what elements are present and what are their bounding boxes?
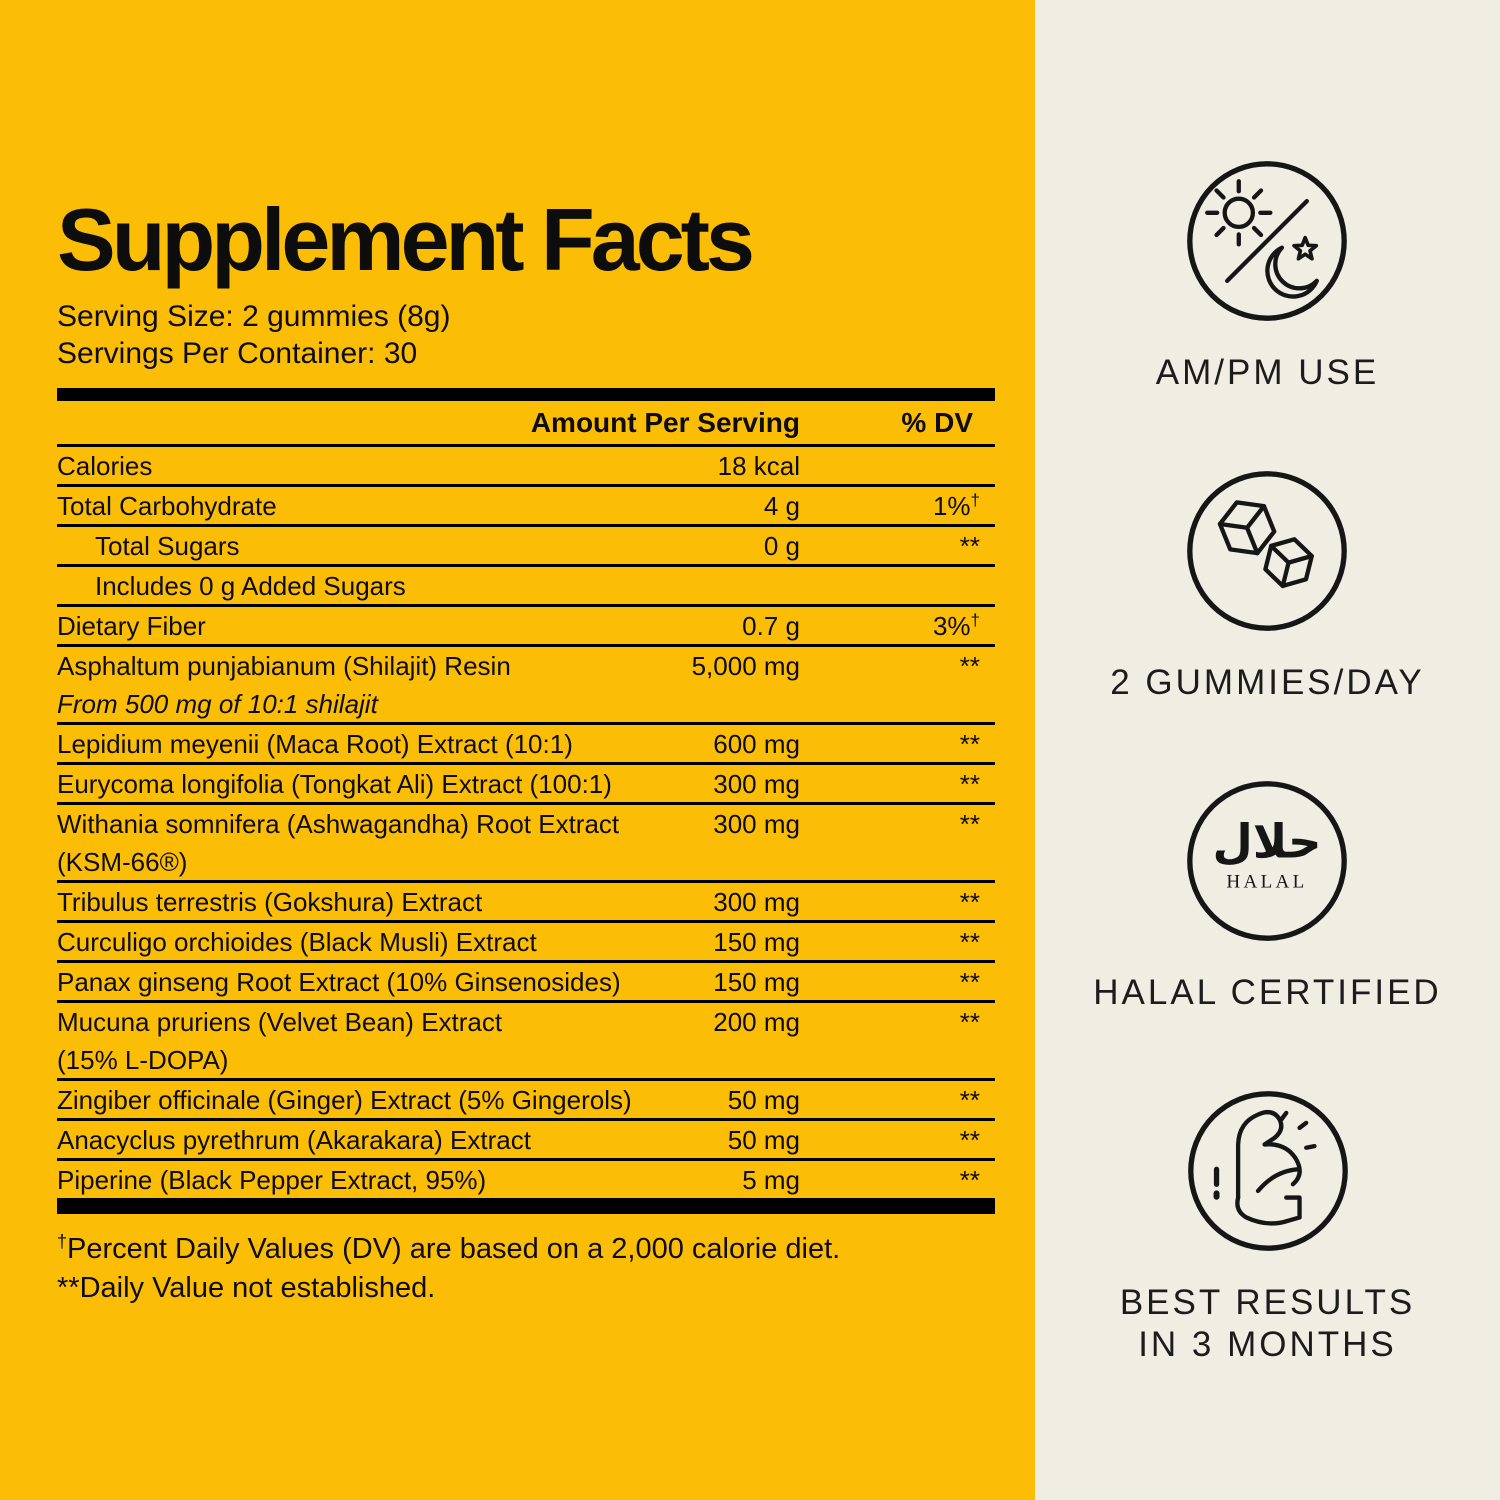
footnote-dv-text: Percent Daily Values (DV) are based on a… — [67, 1233, 841, 1265]
ingredient-name: Mucuna pruriens (Velvet Bean) Extract (15… — [57, 1007, 503, 1075]
ingredient-dv: ** — [959, 1125, 980, 1155]
table-header-row: Amount Per Serving % DV — [57, 401, 995, 447]
ingredient-amount: 300 mg — [713, 809, 800, 839]
ingredient-amount: 300 mg — [713, 769, 800, 799]
ingredient-amount: 0.7 g — [742, 611, 800, 641]
ingredient-amount: 0 g — [763, 531, 800, 561]
table-row: Withania somnifera (Ashwagandha) Root Ex… — [57, 805, 995, 883]
footnotes: †Percent Daily Values (DV) are based on … — [57, 1230, 995, 1308]
ingredient-amount: 300 mg — [713, 887, 800, 917]
ingredient-dv: ** — [959, 967, 980, 997]
ingredient-name: Curculigo orchioides (Black Musli) Extra… — [57, 927, 537, 957]
badge-halal: حلال HALAL HALAL CERTIFIED — [1093, 778, 1441, 1014]
ingredient-amount: 50 mg — [727, 1085, 800, 1115]
ingredient-dv: ** — [959, 769, 980, 799]
ingredient-dv — [800, 571, 995, 601]
table-row: Mucuna pruriens (Velvet Bean) Extract (15… — [57, 1003, 995, 1081]
ingredient-dv: 3%† — [932, 610, 980, 641]
badge-gummies-per-day: 2 GUMMIES/DAY — [1110, 468, 1425, 704]
ingredient-dv: ** — [959, 729, 980, 759]
table-row: Tribulus terrestris (Gokshura) Extract 3… — [57, 883, 995, 923]
ingredient-name: Calories — [57, 451, 153, 481]
ingredient-name: Zingiber officinale (Ginger) Extract (5%… — [57, 1085, 632, 1115]
ingredient-amount: 150 mg — [713, 927, 800, 957]
halal-caption-text: HALAL — [1227, 872, 1308, 893]
badge-label-best-results: BEST RESULTS IN 3 MONTHS — [1119, 1283, 1416, 1364]
ingredient-dv: ** — [959, 809, 980, 839]
ingredient-name: Eurycoma longifolia (Tongkat Ali) Extrac… — [57, 769, 612, 799]
table-row: Total Sugars 0 g ** — [57, 527, 995, 567]
footnote-dv: †Percent Daily Values (DV) are based on … — [57, 1230, 995, 1269]
footnote-asterisk-mark: ** — [57, 1272, 80, 1304]
serving-size: Serving Size: 2 gummies (8g) — [57, 300, 451, 333]
table-row: Includes 0 g Added Sugars — [57, 567, 995, 607]
footnote-established: **Daily Value not established. — [57, 1269, 995, 1308]
table-row: Lepidium meyenii (Maca Root) Extract (10… — [57, 725, 995, 765]
table-row: Panax ginseng Root Extract (10% Ginsenos… — [57, 963, 995, 1003]
page-title: Supplement Facts — [57, 190, 755, 289]
ingredient-dv: ** — [959, 531, 980, 561]
servings-per-container: Servings Per Container: 30 — [57, 337, 418, 370]
ingredient-amount — [655, 571, 800, 601]
badge-label-gummies: 2 GUMMIES/DAY — [1110, 663, 1425, 702]
column-header-amount: Amount Per Serving — [530, 406, 800, 438]
ingredient-dv: ** — [959, 1085, 980, 1115]
footnote-dagger-mark: † — [57, 1231, 68, 1252]
ingredient-dv: 1%† — [932, 490, 980, 521]
thick-rule-bottom — [57, 1201, 995, 1214]
sun-moon-icon — [1187, 161, 1348, 321]
ingredient-name: Tribulus terrestris (Gokshura) Extract — [57, 887, 483, 917]
supplement-facts-panel: Supplement Facts Serving Size: 2 gummies… — [0, 0, 1035, 1500]
ingredient-name: Piperine (Black Pepper Extract, 95%) — [57, 1165, 487, 1195]
ingredient-amount: 18 kcal — [717, 451, 800, 481]
gummy-cubes-icon — [1187, 471, 1348, 631]
badge-label-am-pm: AM/PM USE — [1155, 353, 1380, 392]
facts-table-body: Calories 18 kcal Total Carbohydrate 4 g … — [57, 447, 995, 1201]
badge-am-pm: AM/PM USE — [1156, 158, 1379, 394]
ingredient-dv — [800, 451, 995, 481]
table-row: Total Carbohydrate 4 g 1%† — [57, 487, 995, 527]
table-row: Calories 18 kcal — [57, 447, 995, 487]
ingredient-amount: 50 mg — [727, 1125, 800, 1155]
table-row: Dietary Fiber 0.7 g 3%† — [57, 607, 995, 647]
column-header-dv: % DV — [901, 406, 973, 438]
ingredient-name: Panax ginseng Root Extract (10% Ginsenos… — [57, 967, 621, 997]
ingredient-name: Total Carbohydrate — [57, 491, 277, 521]
badge-best-results: BEST RESULTS IN 3 MONTHS — [1120, 1088, 1415, 1366]
halal-icon: حلال HALAL — [1187, 781, 1348, 941]
table-row: Curculigo orchioides (Black Musli) Extra… — [57, 923, 995, 963]
ingredient-name: Anacyclus pyrethrum (Akarakara) Extract — [57, 1125, 531, 1155]
ingredient-amount: 200 mg — [713, 1007, 800, 1037]
ingredient-name: Dietary Fiber — [57, 611, 206, 641]
ingredient-amount: 4 g — [763, 491, 800, 521]
ingredient-dv: ** — [959, 1007, 980, 1037]
ingredient-amount: 5,000 mg — [691, 651, 800, 681]
ingredient-name: Includes 0 g Added Sugars — [95, 571, 406, 601]
table-row: Asphaltum punjabianum (Shilajit) Resin Fr… — [57, 647, 995, 725]
bicep-icon — [1187, 1091, 1348, 1251]
ingredient-dv: ** — [959, 1165, 980, 1195]
ingredient-name: Withania somnifera (Ashwagandha) Root Ex… — [57, 809, 620, 877]
ingredient-amount: 5 mg — [742, 1165, 800, 1195]
badge-label-halal: HALAL CERTIFIED — [1093, 973, 1442, 1012]
ingredient-name: Lepidium meyenii (Maca Root) Extract (10… — [57, 729, 573, 759]
table-row: Piperine (Black Pepper Extract, 95%) 5 m… — [57, 1161, 995, 1201]
ingredient-dv: ** — [959, 651, 980, 681]
table-row: Zingiber officinale (Ginger) Extract (5%… — [57, 1081, 995, 1121]
footnote-established-text: Daily Value not established. — [79, 1272, 436, 1304]
table-row: Anacyclus pyrethrum (Akarakara) Extract … — [57, 1121, 995, 1161]
ingredient-name: Total Sugars — [95, 531, 240, 561]
ingredient-amount: 600 mg — [713, 729, 800, 759]
ingredient-name: Asphaltum punjabianum (Shilajit) Resin Fr… — [57, 651, 511, 719]
thick-rule-top — [57, 388, 995, 401]
halal-arabic-text: حلال — [1213, 815, 1322, 869]
ingredient-amount: 150 mg — [713, 967, 800, 997]
benefits-sidebar: AM/PM USE 2 GUMMIES/DAY حلال HALAL — [1035, 0, 1500, 1500]
table-row: Eurycoma longifolia (Tongkat Ali) Extrac… — [57, 765, 995, 805]
serving-info: Serving Size: 2 gummies (8g) Servings Pe… — [57, 298, 995, 372]
ingredient-dv: ** — [959, 887, 980, 917]
ingredient-dv: ** — [959, 927, 980, 957]
